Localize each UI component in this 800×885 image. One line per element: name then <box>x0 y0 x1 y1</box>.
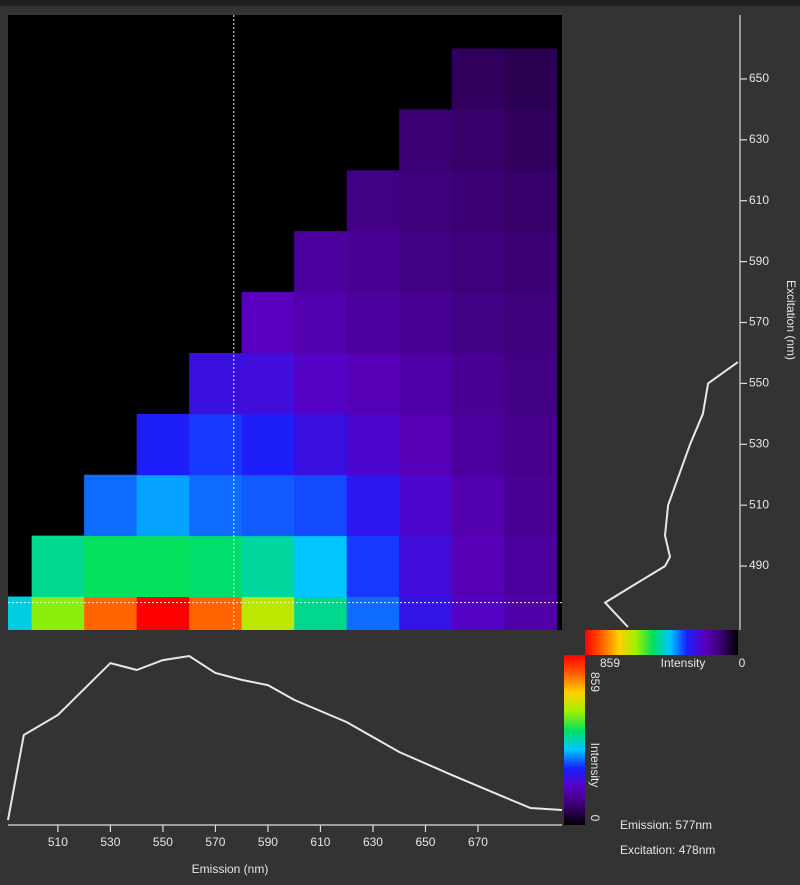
x-tick-label: 510 <box>48 835 68 849</box>
excitation-readout: Excitation: 478nm <box>620 843 715 857</box>
heatmap-cell <box>241 535 295 598</box>
y-tick-label: 550 <box>749 376 769 390</box>
heatmap-cell <box>294 535 348 598</box>
colorbar-min: 0 <box>739 656 746 670</box>
heatmap-cell <box>399 170 453 232</box>
heatmap-cell <box>399 109 453 171</box>
colorbar-vertical <box>564 655 585 825</box>
heatmap-cell <box>451 292 505 354</box>
heatmap-cell <box>31 535 85 598</box>
y-axis-title: Excitation (nm) <box>784 280 798 360</box>
heatmap-cell <box>451 535 505 598</box>
y-tick-label: 590 <box>749 254 769 268</box>
heatmap-cell <box>504 596 558 630</box>
heatmap-cell <box>504 231 558 293</box>
heatmap-cell <box>84 535 138 598</box>
heatmap-cell <box>346 231 400 293</box>
heatmap-cell <box>136 596 190 630</box>
heatmap-cell <box>136 413 190 476</box>
heatmap-cell <box>84 474 138 537</box>
heatmap-cell <box>84 596 138 630</box>
heatmap-cell <box>399 413 453 476</box>
colorbar-min: 0 <box>588 815 602 822</box>
heatmap-cell <box>451 596 505 630</box>
heatmap-cell <box>451 413 505 476</box>
heatmap-cell <box>504 413 558 476</box>
heatmap-cell <box>136 535 190 598</box>
top-strip <box>0 0 800 6</box>
colorbar-label: Intensity <box>588 743 602 788</box>
heatmap-cell <box>504 109 558 171</box>
heatmap-cell <box>136 474 190 537</box>
profile-line <box>7 654 563 821</box>
heatmap-cell <box>294 292 348 354</box>
heatmap-cell <box>504 474 558 537</box>
heatmap-cell <box>189 535 243 598</box>
y-tick-label: 650 <box>749 71 769 85</box>
y-tick-label: 630 <box>749 132 769 146</box>
x-tick-label: 630 <box>363 835 383 849</box>
heatmap-cell <box>399 352 453 415</box>
heatmap-cell <box>346 474 400 537</box>
heatmap-cell <box>294 413 348 476</box>
heatmap-cell <box>346 352 400 415</box>
heatmap-cell <box>346 170 400 232</box>
heatmap-cell <box>346 292 400 354</box>
emission-readout: Emission: 577nm <box>620 818 712 832</box>
heatmap-cell <box>31 596 85 630</box>
heatmap-cell <box>241 352 295 415</box>
heatmap-cell <box>294 231 348 293</box>
heatmap-cell <box>504 535 558 598</box>
heatmap-cell <box>504 292 558 354</box>
colorbar-horizontal <box>585 630 738 655</box>
heatmap-cell <box>504 352 558 415</box>
heatmap-cell <box>346 596 400 630</box>
x-axis-title: Emission (nm) <box>192 862 269 876</box>
colorbar-max: 859 <box>588 672 602 692</box>
colorbar-max: 859 <box>600 656 620 670</box>
x-tick-label: 570 <box>205 835 225 849</box>
heatmap-cell <box>8 596 33 630</box>
heatmap-cell <box>294 596 348 630</box>
heatmap-cell <box>346 413 400 476</box>
heatmap-cell <box>451 352 505 415</box>
heatmap-cell <box>451 474 505 537</box>
heatmap-cell <box>241 413 295 476</box>
heatmap-cell <box>451 48 505 110</box>
y-tick-label: 530 <box>749 436 769 450</box>
heatmap-cell <box>451 170 505 232</box>
y-tick-label: 510 <box>749 497 769 511</box>
heatmap-cell <box>399 292 453 354</box>
heatmap-cell <box>241 474 295 537</box>
heatmap-cell <box>399 474 453 537</box>
x-tick-label: 590 <box>258 835 278 849</box>
colorbar-label: Intensity <box>661 656 706 670</box>
heatmap-cell <box>451 109 505 171</box>
x-tick-label: 530 <box>100 835 120 849</box>
x-tick-label: 610 <box>310 835 330 849</box>
x-tick-label: 670 <box>468 835 488 849</box>
y-tick-label: 570 <box>749 315 769 329</box>
heatmap-cell <box>504 170 558 232</box>
y-tick-label: 490 <box>749 558 769 572</box>
x-tick-label: 650 <box>415 835 435 849</box>
heatmap-cell <box>399 596 453 630</box>
heatmap-cell <box>241 596 295 630</box>
x-tick-label: 550 <box>153 835 173 849</box>
heatmap-cell <box>399 535 453 598</box>
heatmap-cell <box>451 231 505 293</box>
profile-line <box>603 361 739 628</box>
y-tick-label: 610 <box>749 193 769 207</box>
heatmap-cell <box>294 474 348 537</box>
heatmap-cell <box>346 535 400 598</box>
heatmap-cell <box>504 48 558 110</box>
heatmap-cell <box>241 292 295 354</box>
heatmap-cell <box>399 231 453 293</box>
heatmap-cell <box>294 352 348 415</box>
